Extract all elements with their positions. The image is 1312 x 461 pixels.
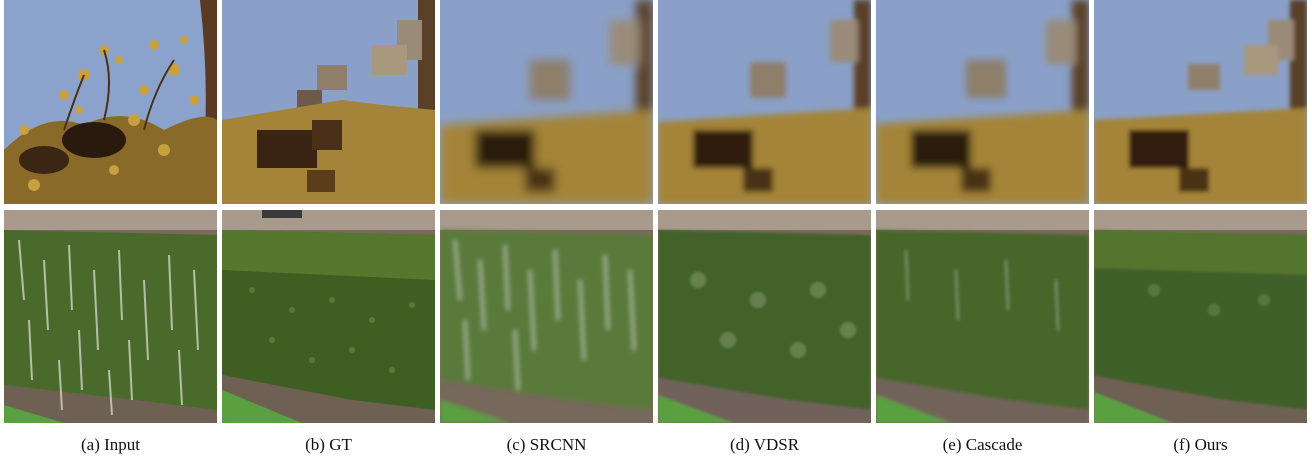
tile-gt-hedge <box>222 210 435 423</box>
tile-vdsr-hedge <box>658 210 871 423</box>
image-grid <box>4 0 1308 423</box>
caption-input: (a) Input <box>80 435 140 454</box>
tile-vdsr-tree <box>658 0 871 204</box>
tree-image-srcnn <box>440 0 653 204</box>
tile-ours-hedge <box>1094 210 1307 423</box>
hedge-image-srcnn <box>440 210 653 423</box>
tile-srcnn-hedge <box>440 210 653 423</box>
caption-cascade: (e) Cascade <box>942 435 1023 454</box>
tree-image-gt <box>222 0 435 204</box>
caption-ours: (f) Ours <box>1173 435 1228 454</box>
caption-row: (a) Input (b) GT (c) SRCNN (d) VDSR (e) … <box>4 435 1308 455</box>
tree-image-vdsr <box>658 0 871 204</box>
tree-image-cascade <box>876 0 1089 204</box>
hedge-image-ours <box>1094 210 1307 423</box>
caption-srcnn: (c) SRCNN <box>506 435 587 454</box>
tile-input-tree <box>4 0 217 204</box>
hedge-image-vdsr <box>658 210 871 423</box>
hedge-image-cascade <box>876 210 1089 423</box>
caption-gt: (b) GT <box>305 435 352 454</box>
tile-ours-tree <box>1094 0 1307 204</box>
hedge-image-gt <box>222 210 435 423</box>
figure: (a) Input (b) GT (c) SRCNN (d) VDSR (e) … <box>4 0 1308 461</box>
caption-vdsr: (d) VDSR <box>729 435 800 454</box>
tree-image-ours <box>1094 0 1307 204</box>
tile-gt-tree <box>222 0 435 204</box>
tile-input-hedge <box>4 210 217 423</box>
tile-srcnn-tree <box>440 0 653 204</box>
tile-cascade-tree <box>876 0 1089 204</box>
tile-cascade-hedge <box>876 210 1089 423</box>
tree-image-input <box>4 0 217 204</box>
hedge-image-input <box>4 210 217 423</box>
